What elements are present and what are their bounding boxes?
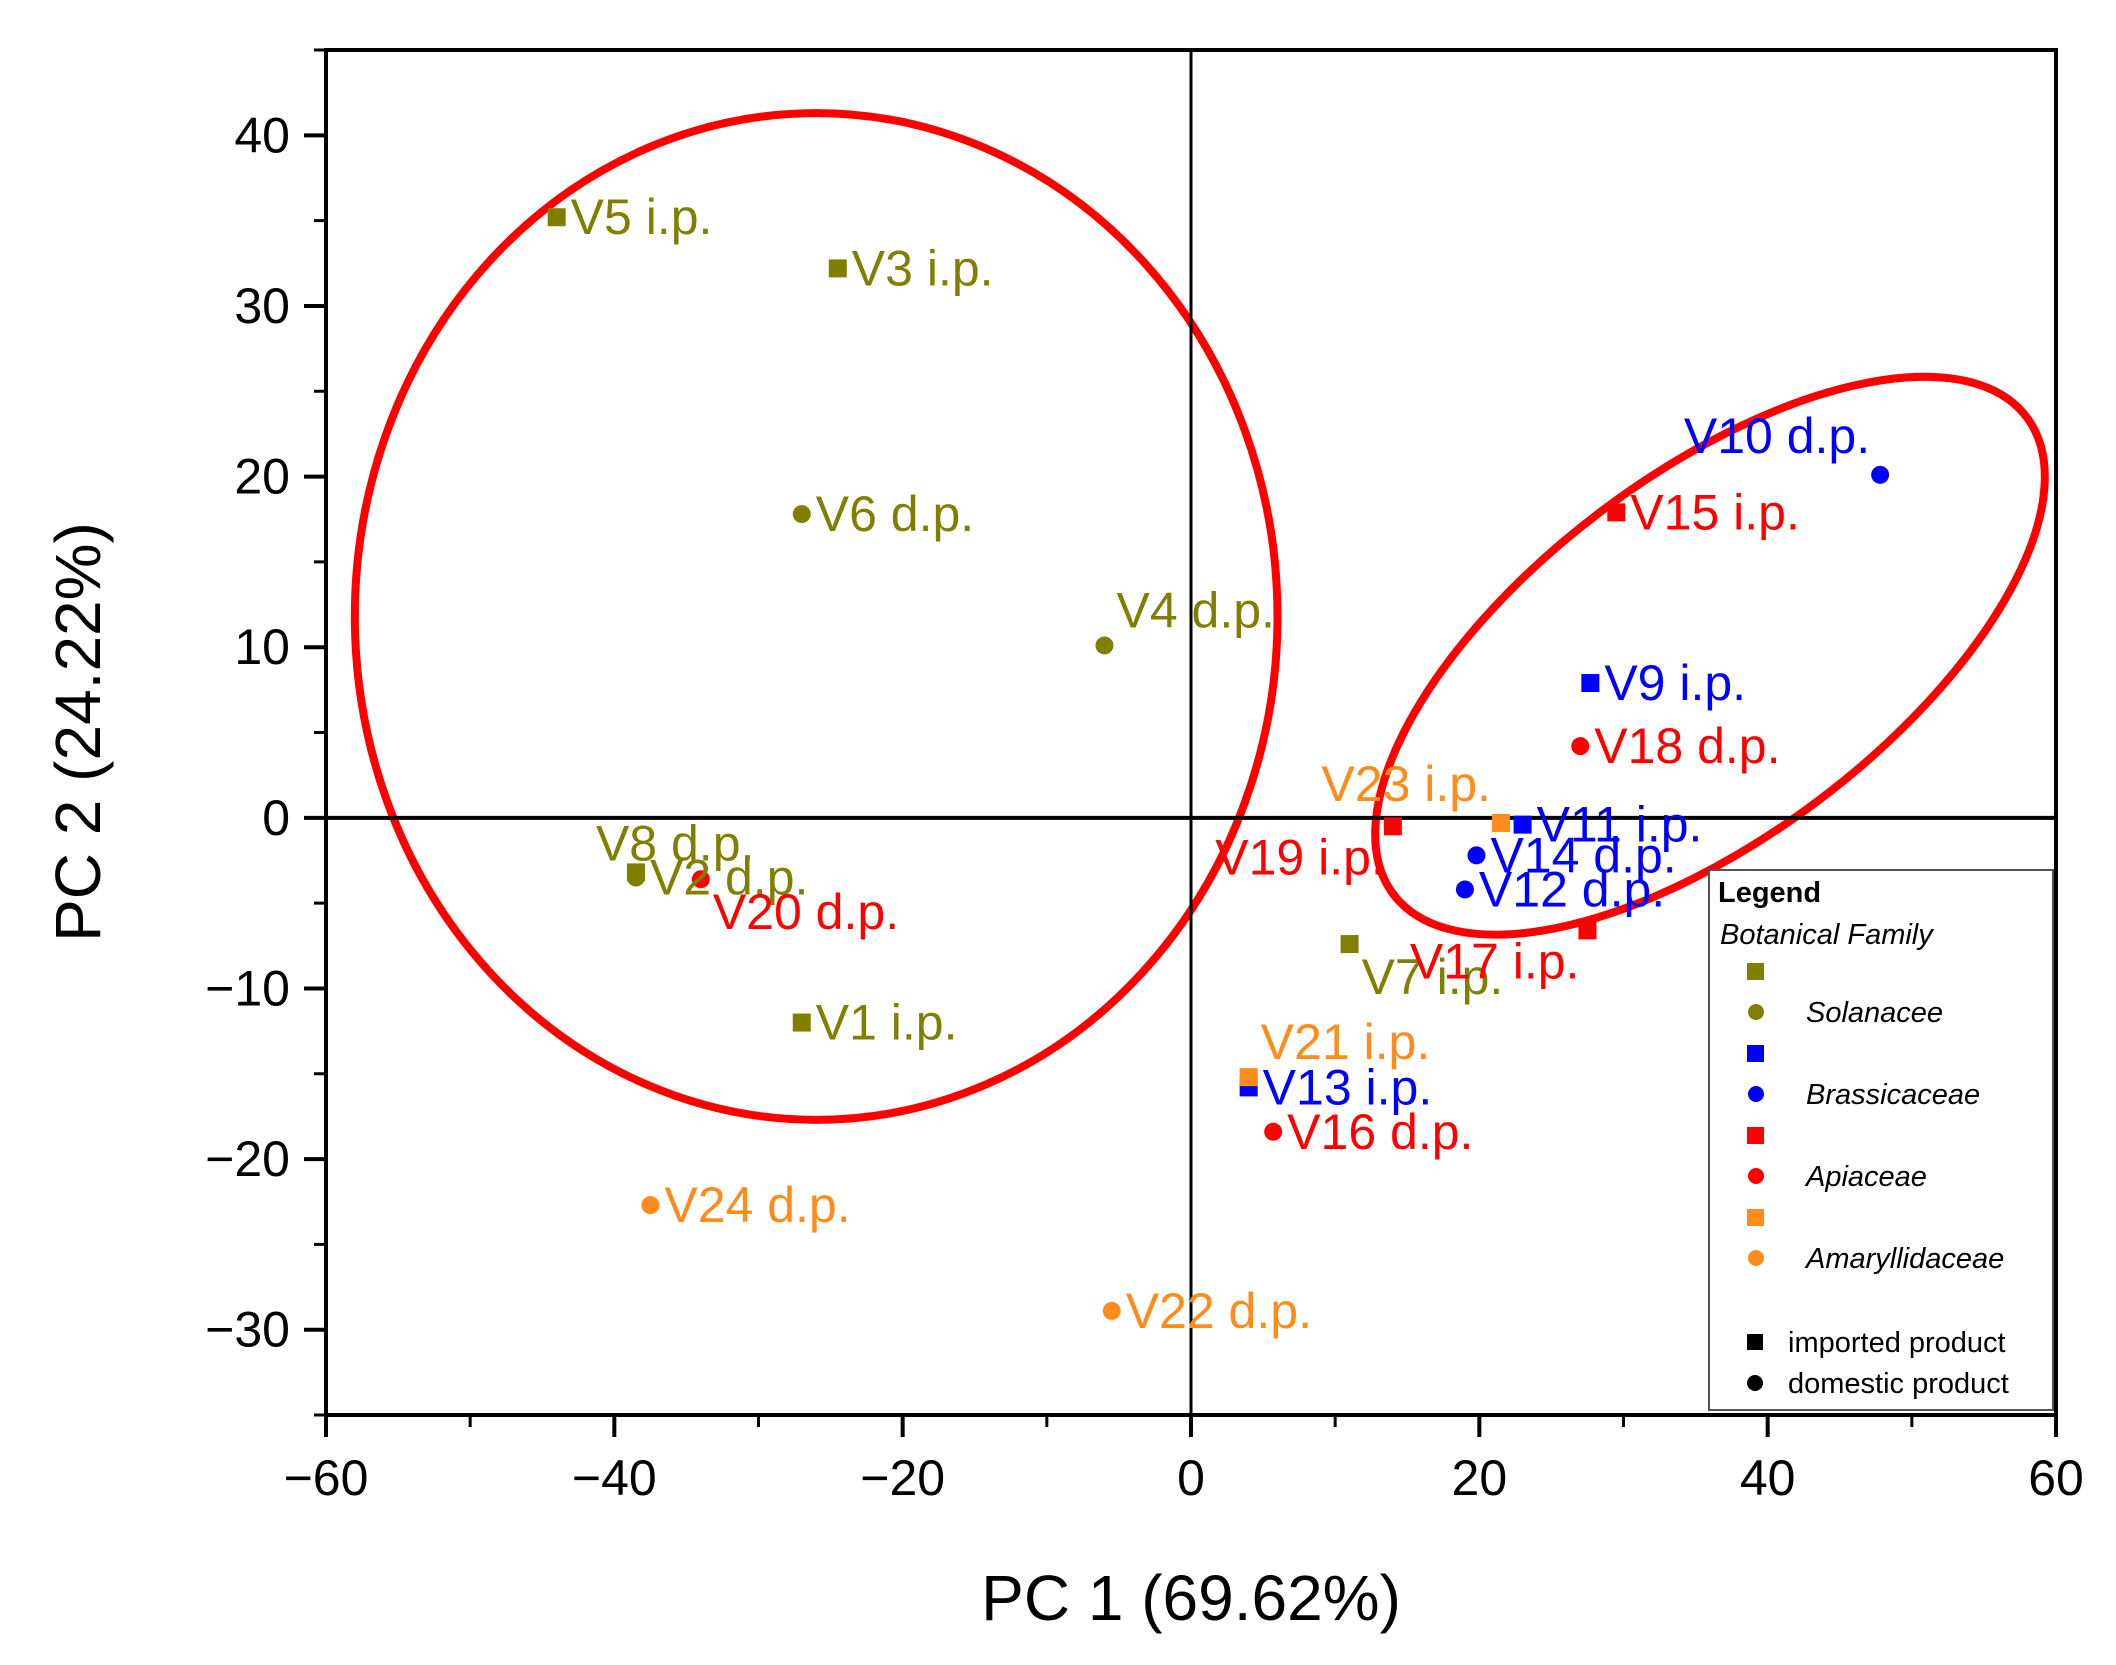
x-tick-label: 40 (1740, 1450, 1796, 1506)
point-label-v15: V15 i.p. (1630, 484, 1800, 540)
point-label-v8: V8 d.p. (596, 815, 754, 871)
point-v14 (1467, 846, 1486, 865)
point-label-v20: V20 d.p. (713, 884, 899, 940)
point-v1 (792, 1013, 811, 1032)
x-tick-label: 0 (1177, 1450, 1205, 1506)
legend-families: Solanacee Brassicaceae Apiaceae Amaryllidac… (1747, 963, 2004, 1275)
point-v20 (691, 870, 710, 889)
point-label-v17: V17 i.p. (1410, 933, 1580, 989)
point-v24 (641, 1196, 660, 1215)
point-v5 (547, 208, 566, 227)
x-tick-label: −40 (572, 1450, 657, 1506)
cluster-ellipse-1 (350, 109, 1282, 1124)
point-label-v5: V5 i.p. (571, 189, 713, 245)
x-tick-label: −60 (284, 1450, 369, 1506)
point-label-v24: V24 d.p. (664, 1177, 850, 1233)
legend-marker-apiaceae-domestic (1748, 1168, 1764, 1184)
legend-box (1708, 869, 2054, 1411)
y-tick-label: −20 (205, 1131, 290, 1187)
legend-marker-solanacee-domestic (1748, 1004, 1764, 1020)
point-v21 (1239, 1068, 1258, 1087)
point-label-v1: V1 i.p. (816, 995, 958, 1051)
point-label-v4: V4 d.p. (1117, 582, 1275, 638)
legend-marker-amaryllidaceae-imported (1747, 1209, 1764, 1226)
point-labels: V1 i.p. V2 d.p. V3 i.p. V4 d.p. V5 i.p. V6 d.… (571, 189, 1870, 1339)
y-axis-title: PC 2 (24.22%) (42, 522, 114, 942)
data-points (547, 208, 1890, 1320)
point-v4 (1095, 636, 1114, 655)
point-label-v2: V2 d.p. (650, 850, 808, 906)
point-label-v19: V19 i.p. (1215, 829, 1385, 885)
point-v10 (1871, 465, 1890, 484)
point-v23 (1491, 813, 1510, 832)
point-v7 (1340, 935, 1359, 954)
point-label-v21: V21 i.p. (1261, 1014, 1431, 1070)
point-label-v14: V14 d.p. (1490, 827, 1676, 883)
legend-subtitle: Botanical Family (1720, 919, 1934, 951)
legend: Legend Botanical Family Solanacee Brassic… (1708, 869, 2054, 1411)
legend-marker-domestic (1747, 1375, 1763, 1391)
point-label-v6: V6 d.p. (816, 486, 974, 542)
point-v8 (626, 863, 645, 882)
cluster-ellipses (350, 109, 2049, 1124)
point-label-v3: V3 i.p. (852, 240, 994, 296)
legend-label-solanacee: Solanacee (1806, 997, 1943, 1029)
point-v3 (828, 259, 847, 278)
point-v15 (1607, 503, 1626, 522)
point-v11 (1513, 815, 1532, 834)
point-label-v13: V13 i.p. (1263, 1059, 1433, 1115)
legend-marker-brassicaceae-imported (1747, 1045, 1764, 1062)
y-tick-label: 0 (262, 790, 290, 846)
legend-label-apiaceae: Apiaceae (1804, 1161, 1927, 1193)
legend-marker-brassicaceae-domestic (1748, 1086, 1764, 1102)
x-tick-label: −20 (860, 1450, 945, 1506)
legend-label-brassicaceae: Brassicaceae (1806, 1079, 1980, 1111)
legend-marker-solanacee-imported (1747, 963, 1764, 980)
point-label-v7: V7 i.p. (1362, 949, 1504, 1005)
point-label-v23: V23 i.p. (1321, 756, 1491, 812)
legend-shapes: imported product domestic product (1747, 1327, 2009, 1400)
point-v19 (1383, 817, 1402, 836)
point-label-v12: V12 d.p. (1479, 861, 1665, 917)
legend-shape-label-imported: imported product (1788, 1327, 2006, 1359)
point-v17 (1578, 921, 1597, 940)
y-tick-label: 20 (234, 449, 290, 505)
legend-marker-amaryllidaceae-domestic (1748, 1250, 1764, 1266)
point-label-v22: V22 d.p. (1126, 1283, 1312, 1339)
point-v22 (1102, 1301, 1121, 1320)
point-label-v16: V16 d.p. (1287, 1104, 1473, 1160)
y-tick-label: −10 (205, 960, 290, 1016)
y-tick-label: 40 (234, 107, 290, 163)
legend-title: Legend (1718, 877, 1821, 909)
point-v6 (792, 505, 811, 524)
point-v12 (1455, 880, 1474, 899)
y-tick-label: 30 (234, 278, 290, 334)
x-tick-label: 60 (2028, 1450, 2084, 1506)
zero-lines (326, 50, 2056, 1415)
point-v16 (1264, 1122, 1283, 1141)
y-tick-label: −30 (205, 1302, 290, 1358)
y-tick-label: 10 (234, 619, 290, 675)
axis-ticks: −60 −40 −20 0 20 40 60 −30 −20 −10 0 10 20 30 40 (205, 48, 2084, 1506)
x-axis-title: PC 1 (69.62%) (981, 1562, 1401, 1634)
point-v18 (1571, 737, 1590, 756)
point-label-v9: V9 i.p. (1604, 655, 1746, 711)
point-v9 (1581, 674, 1600, 693)
legend-shape-label-domestic: domestic product (1788, 1368, 2009, 1400)
x-tick-label: 20 (1452, 1450, 1508, 1506)
legend-label-amaryllidaceae: Amaryllidaceae (1804, 1243, 2004, 1275)
cluster-ellipse-2 (1371, 372, 2049, 939)
legend-marker-apiaceae-imported (1747, 1127, 1764, 1144)
point-label-v10: V10 d.p. (1684, 408, 1870, 464)
legend-marker-imported (1747, 1334, 1763, 1350)
point-label-v11: V11 i.p. (1537, 797, 1703, 853)
point-label-v18: V18 d.p. (1594, 718, 1780, 774)
